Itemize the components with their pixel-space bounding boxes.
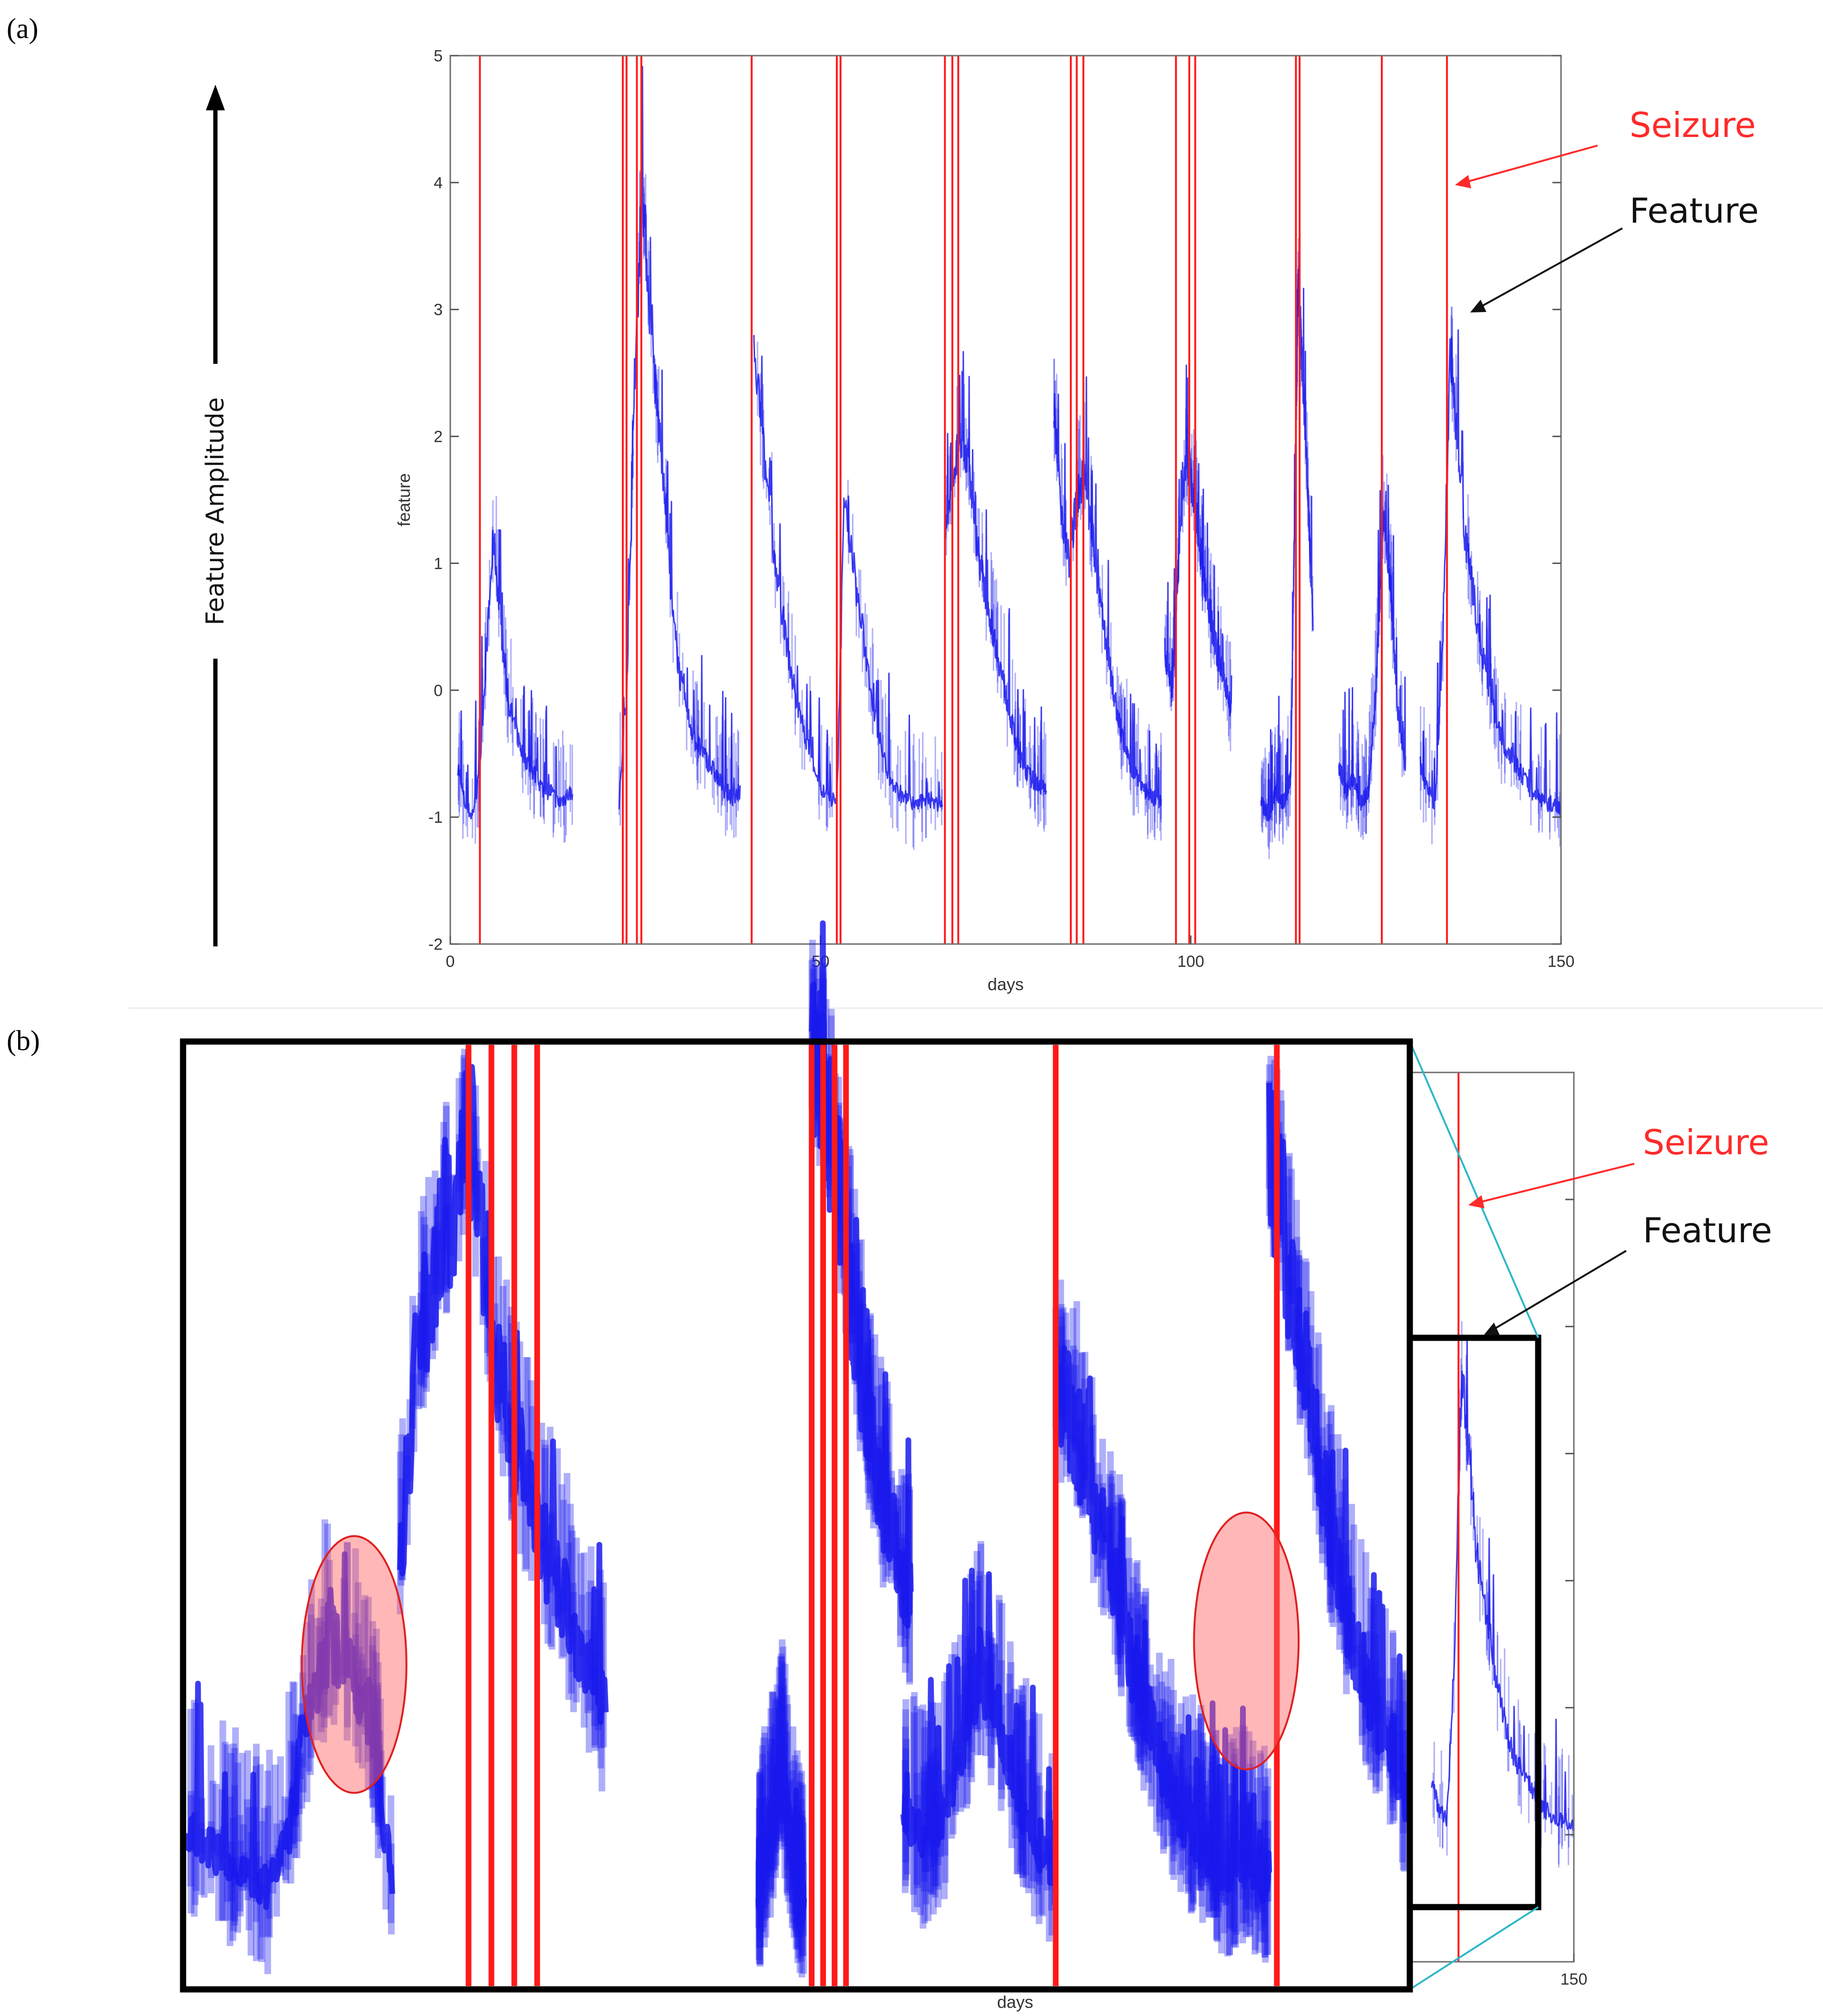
feature-line xyxy=(184,1551,395,1910)
zoom-inset-frame xyxy=(180,1038,1413,1993)
y-axis-ticks: -2 -1 0 1 2 3 4 5 xyxy=(428,47,1561,954)
y-axis-label: feature xyxy=(394,473,414,526)
feature-segment xyxy=(457,496,573,844)
feature-segment xyxy=(1164,364,1232,751)
feature-segment xyxy=(755,1639,807,1977)
zoom-connector-bottom xyxy=(1409,1906,1539,1990)
x-tick-label: 0 xyxy=(446,953,455,971)
x-tick-label: 100 xyxy=(1177,953,1204,971)
annotations-a: Seizure Feature xyxy=(1455,105,1759,312)
feature-segment xyxy=(944,351,1047,832)
feature-line xyxy=(1338,485,1406,811)
feature-line xyxy=(1053,1341,1180,1821)
y-tick-label: 1 xyxy=(434,555,443,573)
feature-pointer xyxy=(1476,227,1623,310)
inset-feature-trace xyxy=(184,920,1410,1977)
feature-line xyxy=(1431,1339,1575,1831)
annotations-b: Seizure Feature xyxy=(1468,1122,1772,1335)
feature-line xyxy=(457,529,573,819)
seizure-lines xyxy=(479,56,1448,944)
zoom-inset xyxy=(180,920,1413,1993)
panel-b-label: (b) xyxy=(7,1025,40,1056)
y-axis-ticks xyxy=(1565,1198,1574,1836)
feature-amplitude-arrow: Feature Amplitude xyxy=(201,85,230,946)
feature-line xyxy=(1419,329,1562,818)
x-tick-label: 150 xyxy=(1561,1970,1588,1988)
feature-annotation: Feature xyxy=(1629,191,1759,231)
seizure-annotation: Seizure xyxy=(1629,105,1756,145)
feature-line xyxy=(900,1568,1059,1892)
feature-pointer xyxy=(1489,1250,1627,1333)
amplitude-arrow-head xyxy=(206,85,225,110)
seizure-pointer-head xyxy=(1455,175,1471,188)
panel-a: (a) Feature Amplitude 0 50 100 150 -2-10123… xyxy=(7,13,1759,994)
highlight-ellipse xyxy=(1193,1511,1300,1771)
feature-segment xyxy=(753,335,943,850)
zoom-window-box xyxy=(1406,1334,1542,1910)
x-tick-label: 150 xyxy=(1548,953,1575,971)
feature-line xyxy=(755,1738,807,1920)
feature-segment xyxy=(1053,359,1162,841)
seizure-annotation: Seizure xyxy=(1643,1122,1769,1162)
y-tick-label: 3 xyxy=(434,301,443,319)
inset-highlights xyxy=(301,1511,1300,1794)
feature-pointer-head xyxy=(1470,300,1486,312)
feature-line xyxy=(944,351,1047,795)
feature-line xyxy=(1174,1700,1272,1904)
seizure-pointer-head xyxy=(1468,1195,1484,1208)
x-axis-label: days xyxy=(997,1992,1033,2012)
y-tick-label: -2 xyxy=(428,935,443,954)
y-tick-label: 0 xyxy=(434,682,443,700)
feature-trace xyxy=(1431,1321,1575,1868)
y-tick-label: 4 xyxy=(434,174,443,192)
feature-segment xyxy=(1260,238,1314,859)
feature-annotation: Feature xyxy=(1643,1210,1772,1250)
feature-segment xyxy=(1052,1279,1181,1880)
feature-trace xyxy=(457,66,1562,859)
x-axis-label: days xyxy=(988,974,1024,994)
feature-line xyxy=(618,66,741,809)
feature-segment xyxy=(397,1048,609,1792)
inset-seizure-lines xyxy=(465,1045,1280,1986)
feature-segment xyxy=(1419,306,1562,847)
y-tick-label: 2 xyxy=(434,428,443,446)
feature-segment xyxy=(1338,455,1406,840)
feature-line xyxy=(1260,268,1314,822)
y-tick-label: -1 xyxy=(428,808,443,827)
feature-segment xyxy=(1431,1321,1575,1868)
y-tick-label: 5 xyxy=(434,47,443,65)
plot-a-frame xyxy=(449,55,1562,945)
feature-line xyxy=(397,1048,609,1725)
zoom-connector-top xyxy=(1409,1041,1539,1338)
feature-line xyxy=(753,335,943,812)
feature-segment xyxy=(184,1519,395,1974)
feature-segment xyxy=(618,66,741,838)
feature-amplitude-label: Feature Amplitude xyxy=(201,397,230,625)
feature-line xyxy=(809,920,914,1629)
feature-pointer-head xyxy=(1484,1323,1500,1335)
feature-segment xyxy=(1174,1694,1272,1963)
seizure-pointer xyxy=(1475,1163,1635,1204)
seizure-pointer xyxy=(1462,145,1598,184)
panel-a-label: (a) xyxy=(7,13,39,44)
highlight-ellipse xyxy=(301,1535,407,1794)
feature-line xyxy=(1266,1082,1409,1822)
